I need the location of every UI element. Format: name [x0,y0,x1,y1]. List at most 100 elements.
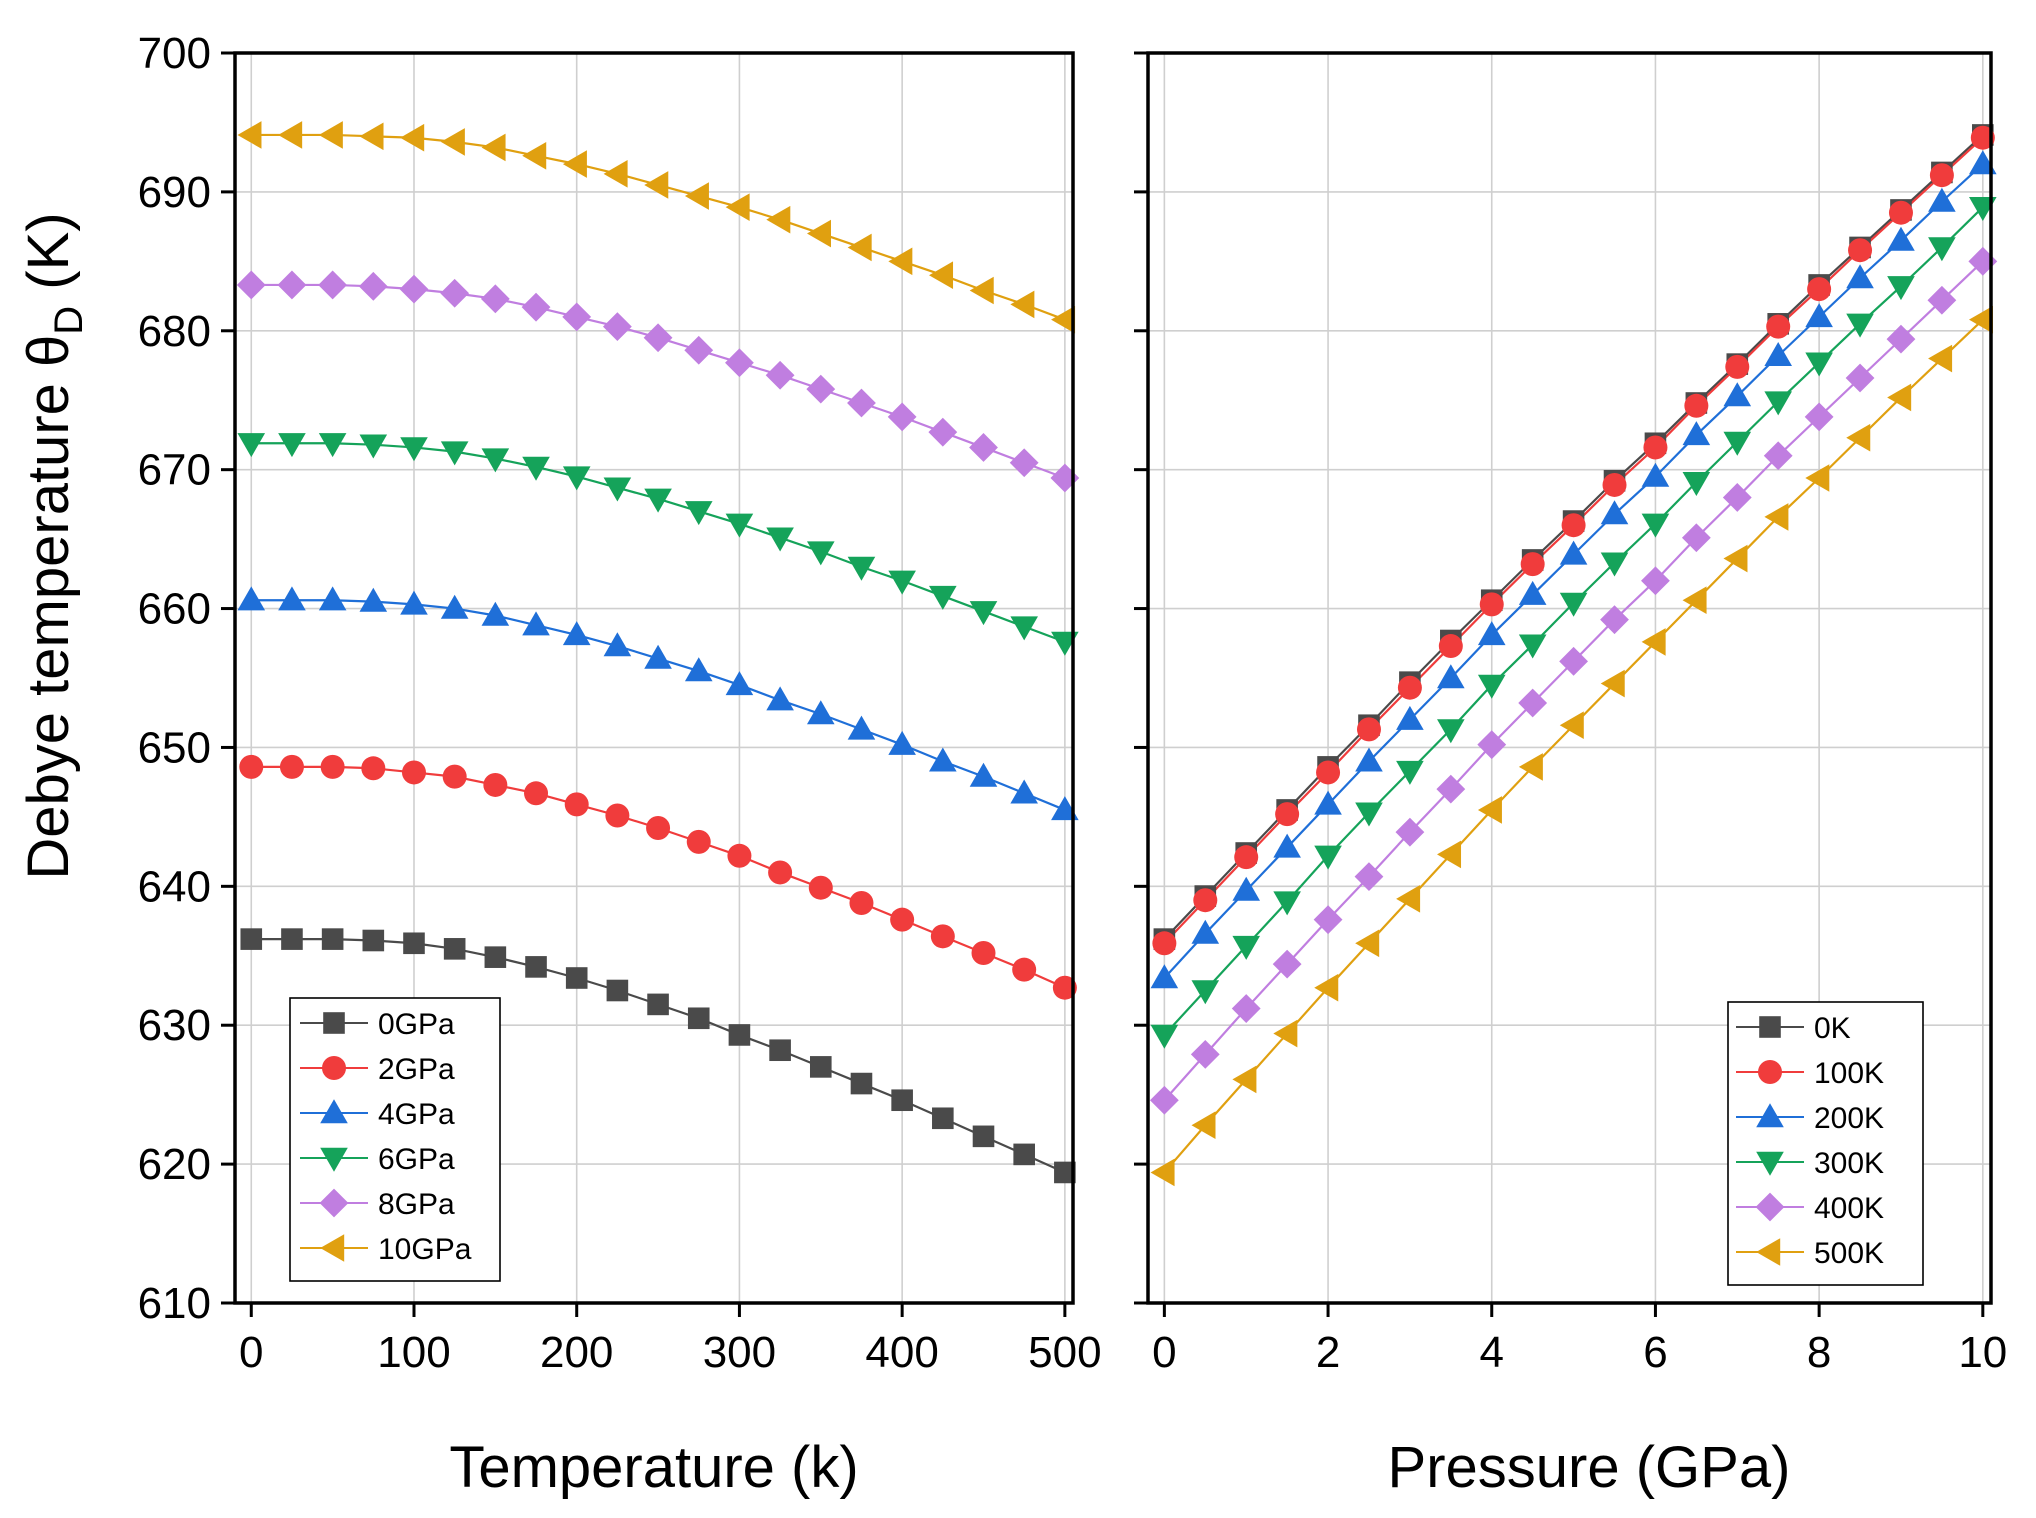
legend-item-200K: 200K [1736,1102,1884,1135]
data-point-4GPa [847,715,876,740]
data-point-500K [1232,1065,1257,1094]
data-point-300K [1150,1024,1179,1049]
legend-item-0K: 0K [1736,1012,1851,1045]
y-tick-label: 630 [138,1001,211,1050]
x-tick-label: 500 [1028,1328,1101,1377]
x-tick-label: 0 [239,1328,263,1377]
data-point-2GPa [279,754,304,779]
right-ticks: 0 2 4 6 8 10 [1134,51,2007,1377]
data-point-6GPa [969,601,998,626]
data-point-500K [1764,503,1789,531]
data-point-200K [1518,580,1547,605]
data-point-10GPa [359,122,384,151]
data-point-10GPa [481,133,506,162]
data-point-8GPa [480,284,510,314]
data-point-4GPa [725,671,754,696]
data-point-2GPa [442,764,467,789]
y-tick-label: 700 [138,29,211,78]
data-point-500K [1805,464,1830,492]
data-point-500K [1355,929,1380,958]
right-plot-frame [1146,51,1993,1305]
data-point-500K [1846,423,1871,452]
data-point-0GPa [525,956,547,978]
y-axis-title-main: Debye temperature θ [16,335,81,880]
data-point-500K [1191,1111,1216,1140]
legend-marker-8GPa [319,1188,349,1218]
data-point-200K [1846,264,1874,289]
data-point-8GPa [928,417,958,447]
data-point-400K [1927,285,1957,315]
data-point-0GPa [565,967,588,989]
data-point-300K [1846,313,1874,338]
data-point-300K [1682,471,1711,496]
data-point-0GPa [850,1072,873,1095]
data-point-100K [1602,472,1627,497]
data-point-10GPa [1010,290,1035,319]
data-point-100K [1929,163,1954,188]
data-point-10GPa [888,247,913,276]
data-point-4GPa [562,621,591,646]
data-point-4GPa [969,762,998,787]
legend-label: 0K [1814,1012,1851,1045]
data-point-500K [1273,1019,1298,1048]
data-point-2GPa [320,754,345,779]
data-point-4GPa [318,586,347,611]
data-point-4GPa [359,587,388,612]
pressure-panel: 0 2 4 6 8 10 Pressure (GPa) 0K 100K 200K 300K 400… [1134,51,2007,1500]
data-point-6GPa [684,501,713,526]
data-point-10GPa [522,141,547,170]
data-point-300K [1396,760,1424,785]
data-point-400K [1641,566,1670,596]
legend-marker-10GPa [320,1234,345,1262]
data-point-200K [1641,462,1670,487]
data-point-2GPa [524,781,549,806]
data-point-6GPa [929,585,957,610]
data-point-0GPa [1013,1143,1035,1166]
data-point-8GPa [765,360,795,390]
legend-label: 6GPa [378,1143,455,1176]
data-point-100K [1438,634,1463,659]
data-point-100K [1356,717,1381,742]
data-point-100K [1520,552,1545,577]
data-point-300K [1437,719,1465,744]
data-point-10GPa [1051,305,1076,334]
data-point-10GPa [603,160,628,188]
data-point-300K [1518,634,1547,659]
y-tick-label: 610 [138,1279,211,1328]
left-plot-frame [233,51,1075,1305]
data-point-400K [1395,817,1425,847]
data-point-8GPa [1009,448,1039,478]
data-point-400K [1313,905,1343,935]
data-point-4GPa [684,657,713,682]
data-point-100K [1725,354,1750,379]
data-point-500K [1437,840,1462,869]
y-axis-title-unit: (K) [16,212,81,289]
data-point-0GPa [484,946,507,968]
data-point-200K [1437,664,1465,689]
data-point-8GPa [643,323,673,353]
data-point-400K [1436,774,1466,804]
right-legend: 0K 100K 200K 300K 400K 500K [1727,1001,1924,1286]
data-point-0GPa [362,929,385,952]
data-point-300K [1273,891,1301,916]
data-point-8GPa [521,292,551,322]
y-tick-label: 680 [138,307,211,356]
data-point-2GPa [564,792,589,817]
data-point-8GPa [887,402,917,432]
data-point-6GPa [359,434,388,459]
data-point-500K [1723,544,1748,573]
data-point-4GPa [481,601,510,626]
x-tick-label: 200 [540,1328,613,1377]
x-tick-label: 100 [377,1328,450,1377]
y-tick-label: 660 [138,585,211,634]
data-point-2GPa [768,860,793,885]
data-point-0GPa [281,928,303,950]
left-series-markers [236,121,1080,1184]
legend-item-300K: 300K [1736,1147,1884,1180]
data-point-8GPa [440,278,470,308]
y-tick-label: 690 [138,168,211,217]
data-point-4GPa [440,594,469,619]
data-point-10GPa [318,121,343,149]
data-point-2GPa [239,754,264,779]
data-point-500K [1887,383,1912,412]
